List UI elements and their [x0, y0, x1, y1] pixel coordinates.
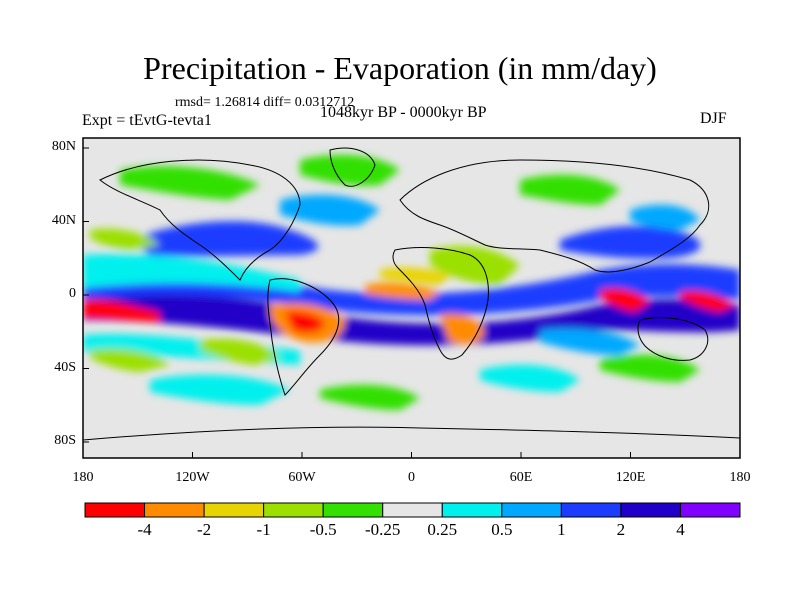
lat-tick-label: 80N — [51, 139, 76, 154]
chart-title: Precipitation - Evaporation (in mm/day) — [143, 50, 657, 86]
colorbar-label: 2 — [616, 520, 626, 539]
lat-tick-label: 0 — [69, 286, 76, 301]
lat-tick-label: 40S — [54, 359, 76, 375]
coastlines — [83, 147, 740, 441]
colorbar-swatch — [501, 502, 562, 518]
colorbar-label: -1 — [256, 520, 271, 539]
colorbar-label: -2 — [196, 520, 212, 539]
colorbar-label: 0.5 — [491, 520, 513, 539]
colorbar — [84, 502, 741, 518]
lon-tick-label: 180 — [72, 470, 94, 485]
colorbar-swatch — [263, 502, 324, 518]
axis-ticks — [82, 147, 741, 458]
colorbar-label: -0.25 — [365, 520, 401, 539]
colorbar-label: -0.5 — [309, 520, 337, 539]
colorbar-swatch — [679, 502, 741, 518]
stats-text: rmsd= 1.26814 diff= 0.0312712 — [175, 95, 355, 110]
lon-tick-label: 60W — [288, 470, 316, 485]
map-field — [83, 138, 740, 458]
lon-tick-label: 60E — [509, 470, 533, 485]
precip-field-layer — [83, 154, 740, 410]
lon-tick-label: 180 — [729, 470, 751, 485]
colorbar-swatch — [203, 502, 265, 518]
colorbar-label: -4 — [137, 520, 152, 539]
lat-tick-label: 80S — [54, 433, 76, 448]
colorbar-swatch — [620, 502, 681, 518]
colorbar-label: 1 — [557, 520, 566, 539]
colorbar-swatch — [382, 502, 443, 518]
lon-tick-label: 0 — [408, 470, 415, 485]
colorbar-swatch — [560, 502, 622, 518]
colorbar-label: 4 — [676, 520, 685, 539]
colorbar-swatch — [322, 502, 384, 518]
colorbar-swatch — [144, 502, 205, 518]
colorbar-swatch — [441, 502, 503, 518]
period-label: 1048kyr BP - 0000kyr BP — [320, 104, 487, 121]
colorbar-swatch — [84, 502, 146, 518]
lat-tick-label: 40N — [51, 212, 76, 228]
experiment-label: Expt = tEvtG-tevta1 — [82, 112, 212, 129]
lon-tick-label: 120E — [615, 470, 646, 485]
lon-tick-label: 120W — [175, 470, 210, 485]
season-label: DJF — [700, 110, 727, 127]
colorbar-label: 0.25 — [427, 520, 458, 539]
